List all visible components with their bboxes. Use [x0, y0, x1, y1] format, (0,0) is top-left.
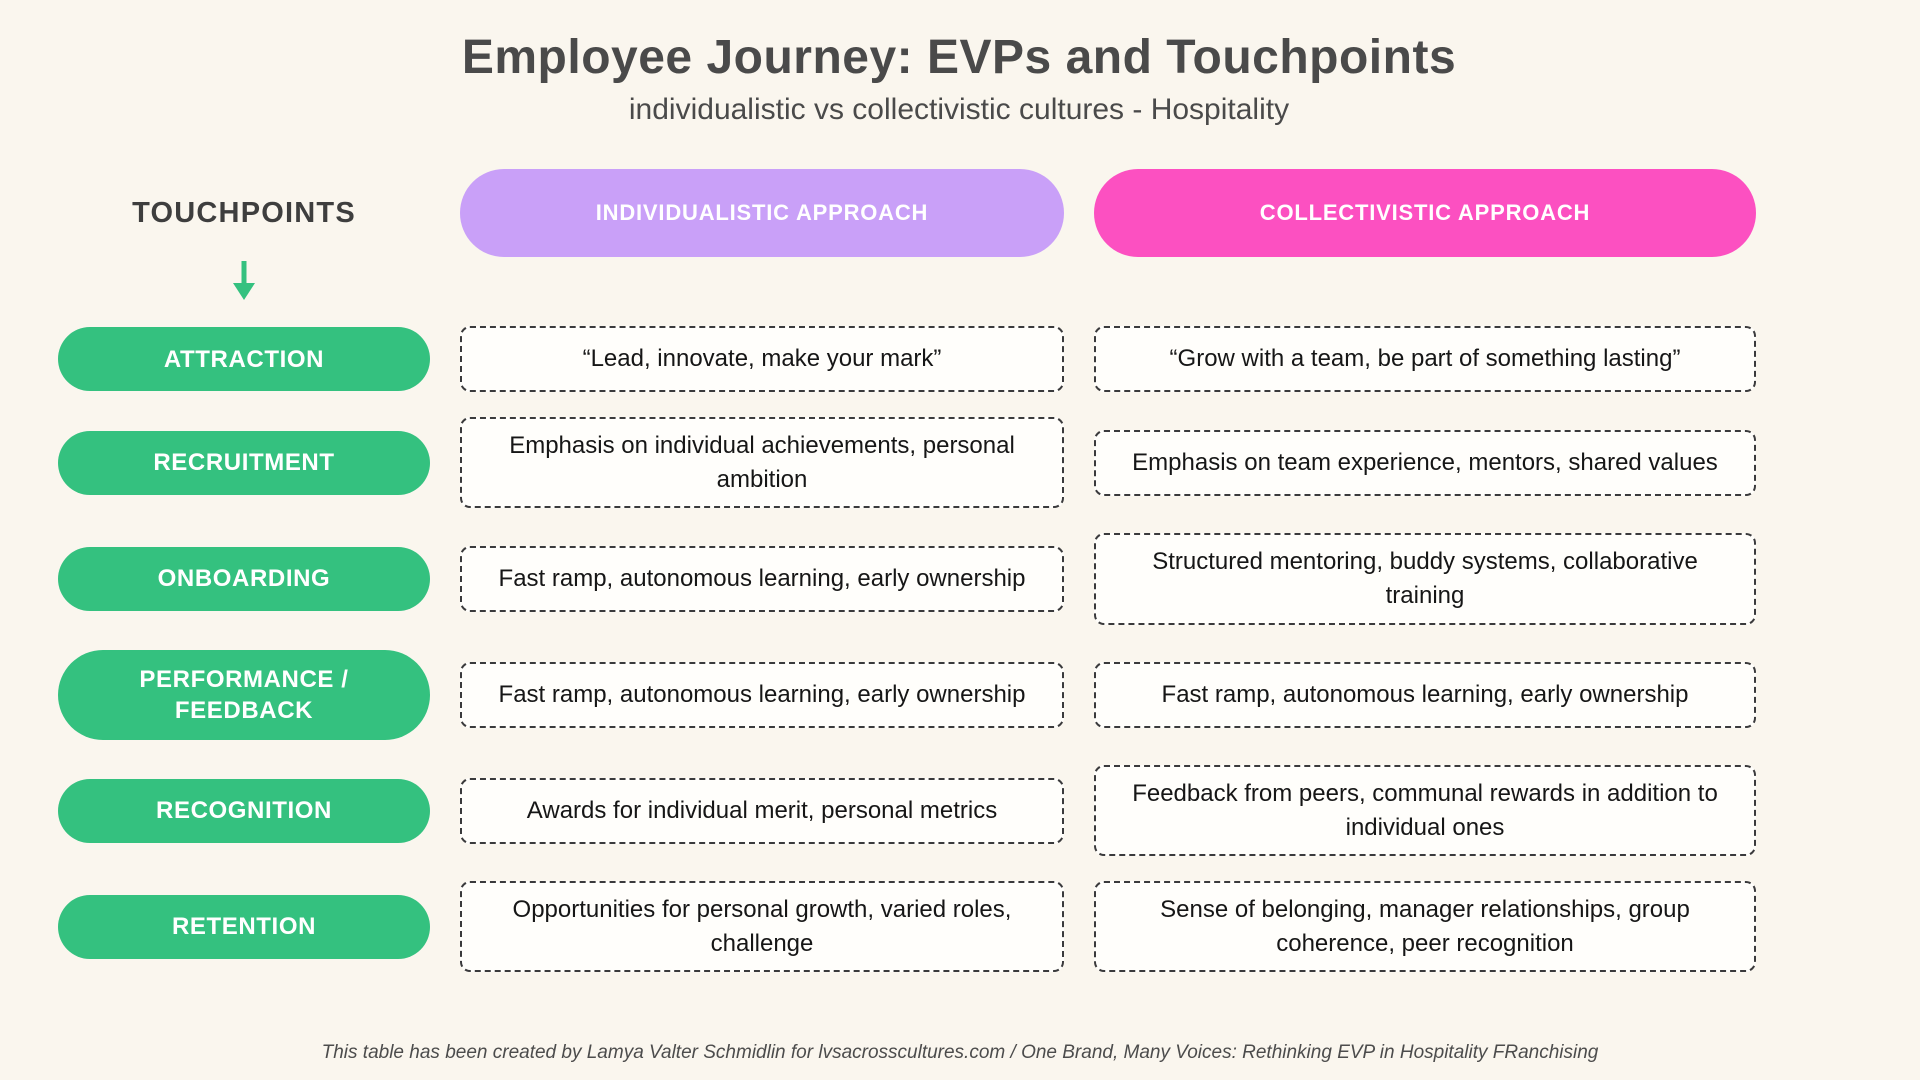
cell-recognition-individualistic: Awards for individual merit, personal me…	[460, 777, 1064, 844]
cell-recruitment-collectivistic: Emphasis on team experience, mentors, sh…	[1094, 429, 1756, 496]
cell-performance-collectivistic: Fast ramp, autonomous learning, early ow…	[1094, 661, 1756, 728]
cell-onboarding-collectivistic: Structured mentoring, buddy systems, col…	[1094, 533, 1756, 625]
page-title: Employee Journey: EVPs and Touchpoints	[461, 31, 1457, 84]
page-subtitle: individualistic vs collectivistic cultur…	[628, 93, 1290, 127]
touchpoints-column-header: TOUCHPOINTS	[58, 169, 430, 301]
touchpoint-pill-recruitment: RECRUITMENT	[58, 430, 430, 495]
cell-attraction-individualistic: “Lead, innovate, make your mark”	[460, 326, 1064, 393]
cell-retention-collectivistic: Sense of belonging, manager relationship…	[1094, 881, 1756, 973]
down-arrow-icon	[233, 261, 255, 301]
cell-recruitment-individualistic: Emphasis on individual achievements, per…	[460, 417, 1064, 509]
slide-footer: This table has been created by Lamya Val…	[0, 1042, 1920, 1064]
touchpoint-pill-attraction: ATTRACTION	[58, 327, 430, 392]
cell-recognition-collectivistic: Feedback from peers, communal rewards in…	[1094, 764, 1756, 857]
column-header-collectivistic: COLLECTIVISTIC APPROACH	[1094, 169, 1756, 258]
touchpoint-pill-onboarding: ONBOARDING	[58, 546, 430, 611]
cell-performance-individualistic: Fast ramp, autonomous learning, early ow…	[460, 661, 1064, 728]
cell-attraction-collectivistic: “Grow with a team, be part of something …	[1094, 326, 1756, 393]
cell-onboarding-individualistic: Fast ramp, autonomous learning, early ow…	[460, 545, 1064, 612]
column-header-individualistic: INDIVIDUALISTIC APPROACH	[460, 169, 1064, 258]
touchpoint-pill-performance-feedback: PERFORMANCE / FEEDBACK	[58, 649, 430, 740]
cell-retention-individualistic: Opportunities for personal growth, varie…	[460, 881, 1064, 973]
credit-text: This table has been created by Lamya Val…	[321, 1042, 1599, 1063]
touchpoints-label: TOUCHPOINTS	[132, 196, 356, 229]
touchpoint-pill-retention: RETENTION	[58, 894, 430, 959]
touchpoint-pill-recognition: RECOGNITION	[58, 778, 430, 843]
comparison-table: TOUCHPOINTS INDIVIDUALISTIC APPROACH COL…	[58, 169, 1756, 973]
slide-header: Employee Journey: EVPs and Touchpoints i…	[58, 30, 1860, 127]
